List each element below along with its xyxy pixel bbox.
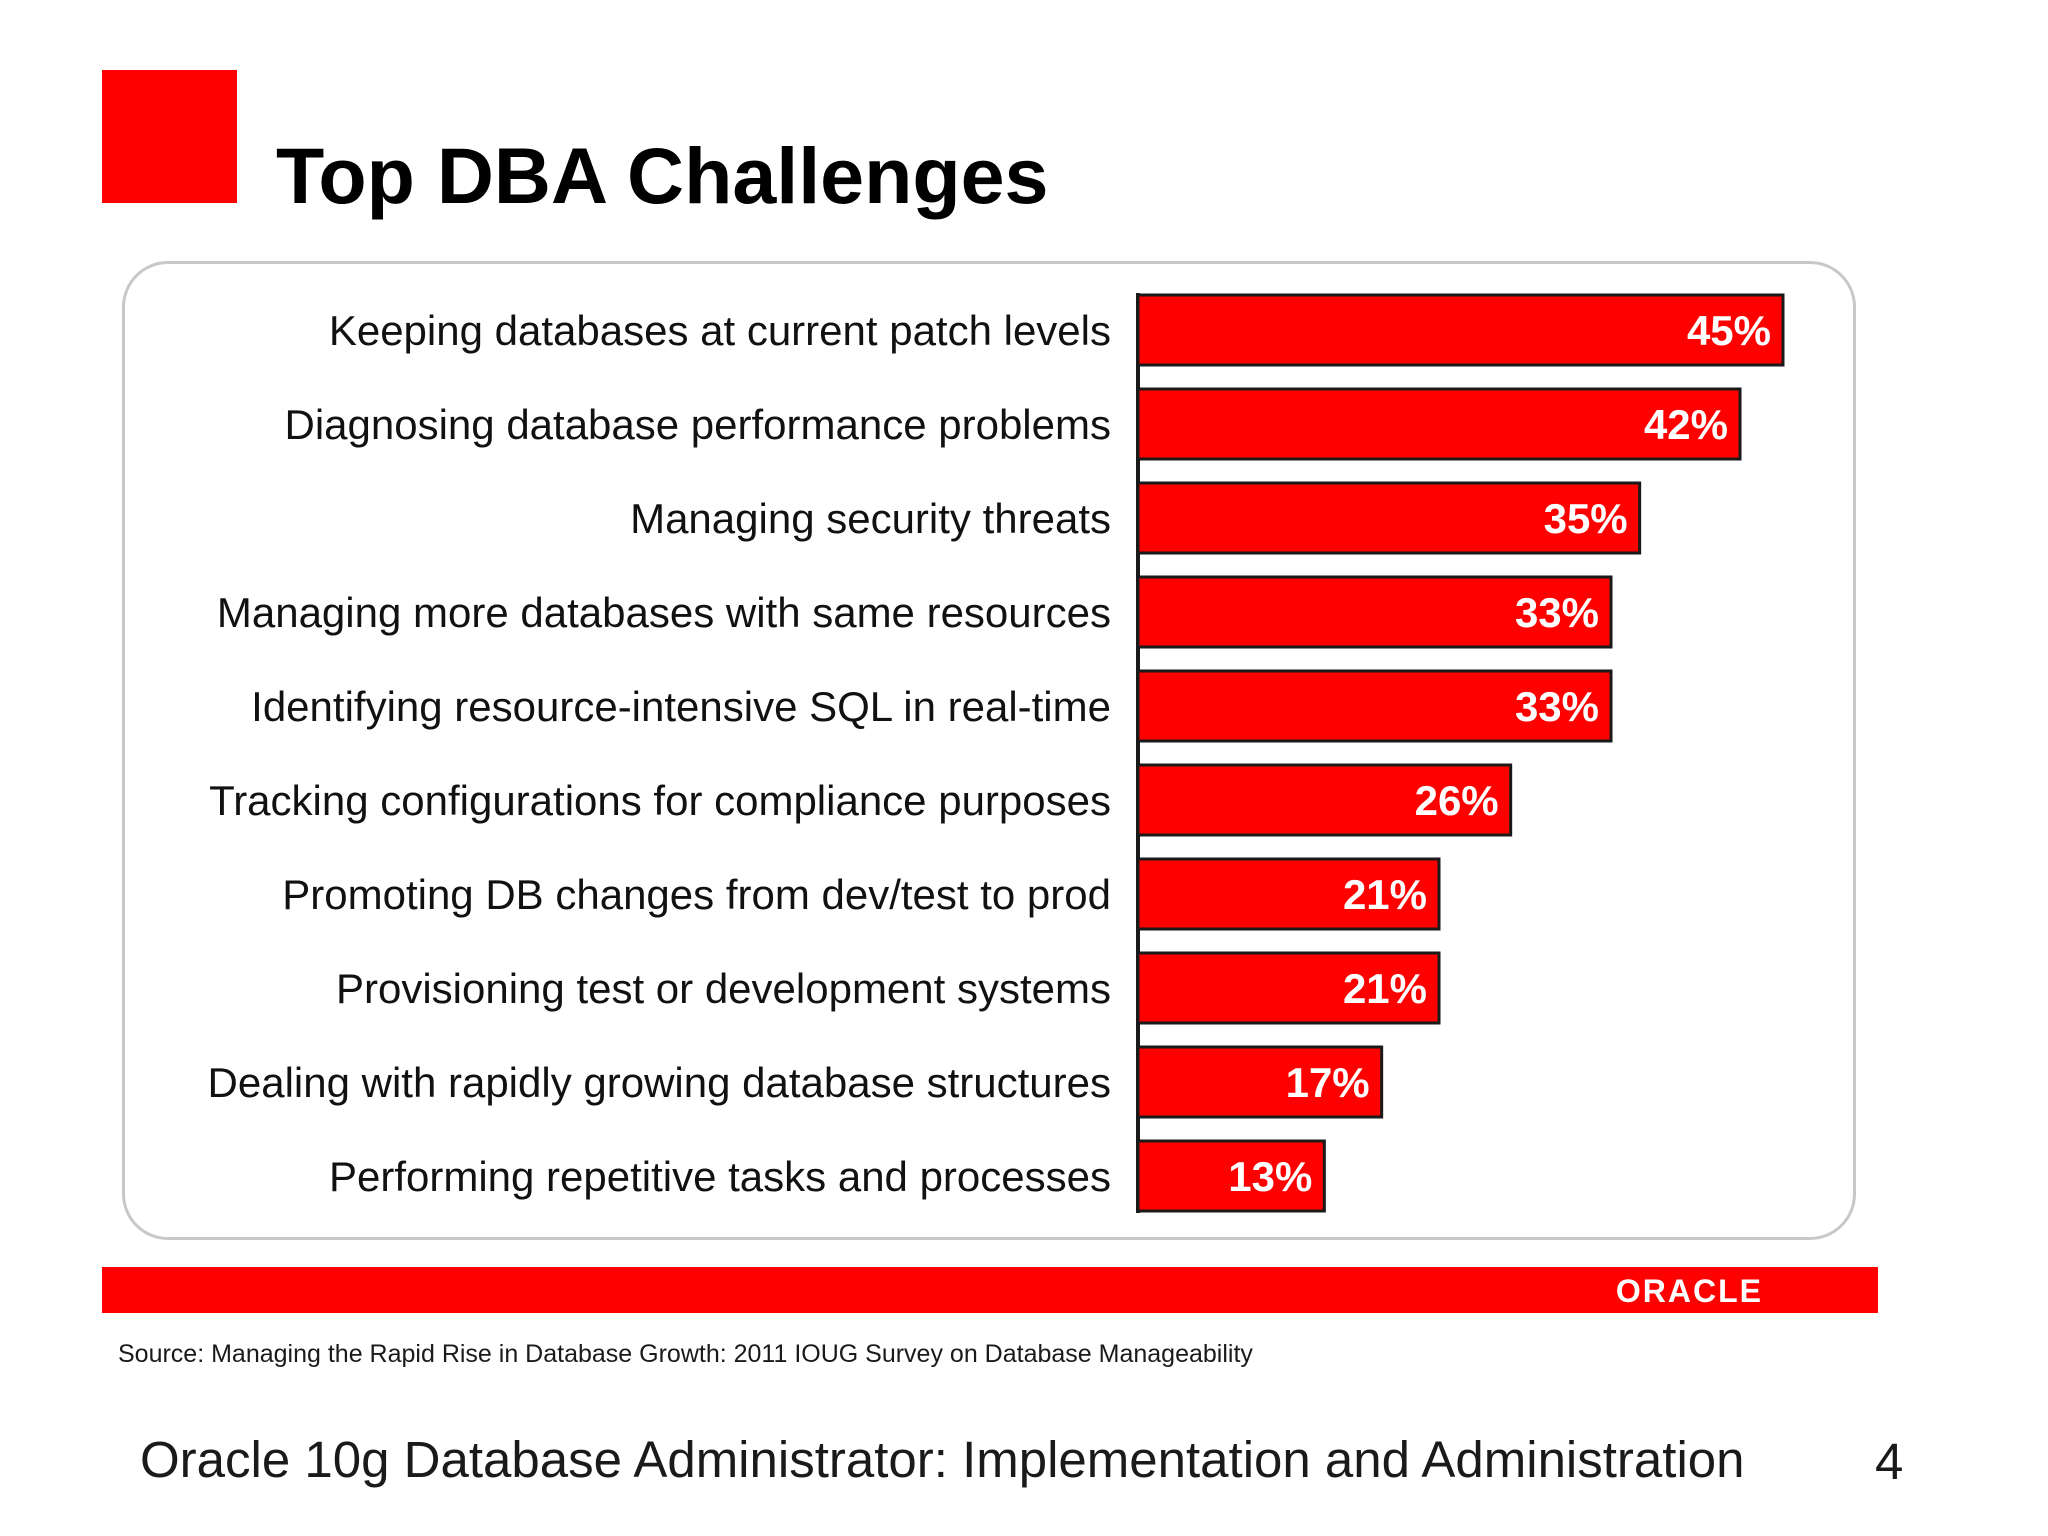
bar (1136, 857, 1441, 931)
category-label: Performing repetitive tasks and processe… (329, 1153, 1111, 1200)
page-number: 4 (1875, 1433, 1904, 1490)
category-label: Provisioning test or development systems (336, 965, 1111, 1012)
bar (1136, 293, 1785, 367)
bar (1136, 387, 1742, 461)
data-label: 21% (1343, 871, 1427, 918)
category-label: Keeping databases at current patch level… (329, 307, 1111, 354)
chart-container: Keeping databases at current patch level… (122, 261, 1856, 1240)
category-label: Dealing with rapidly growing database st… (208, 1059, 1111, 1106)
oracle-logo: ORACLE (1615, 1273, 1763, 1309)
data-label: 35% (1544, 495, 1628, 542)
bar (1136, 575, 1613, 649)
footer-bar: ORACLE (102, 1267, 1878, 1313)
bar (1136, 763, 1513, 837)
data-label: 21% (1343, 965, 1427, 1012)
bar (1136, 481, 1642, 555)
data-label: 17% (1286, 1059, 1370, 1106)
slide-title: Top DBA Challenges (276, 131, 1049, 220)
source-note: Source: Managing the Rapid Rise in Datab… (118, 1340, 1253, 1368)
category-label: Promoting DB changes from dev/test to pr… (282, 871, 1111, 918)
slide-caption: Oracle 10g Database Administrator: Imple… (140, 1431, 1745, 1488)
data-label: 45% (1687, 307, 1771, 354)
red-accent-square (102, 70, 237, 203)
data-label: 26% (1415, 777, 1499, 824)
category-label: Managing security threats (630, 495, 1111, 542)
bar (1136, 1139, 1326, 1213)
bar (1136, 1045, 1384, 1119)
category-label: Tracking configurations for compliance p… (209, 777, 1111, 824)
category-label: Identifying resource-intensive SQL in re… (251, 683, 1111, 730)
bar (1136, 669, 1613, 743)
bar (1136, 951, 1441, 1025)
category-label: Managing more databases with same resour… (217, 589, 1111, 636)
data-label: 33% (1515, 589, 1599, 636)
category-label: Diagnosing database performance problems (285, 401, 1112, 448)
bar-chart: Keeping databases at current patch level… (208, 293, 1785, 1213)
data-label: 42% (1644, 401, 1728, 448)
data-label: 13% (1228, 1153, 1312, 1200)
data-label: 33% (1515, 683, 1599, 730)
